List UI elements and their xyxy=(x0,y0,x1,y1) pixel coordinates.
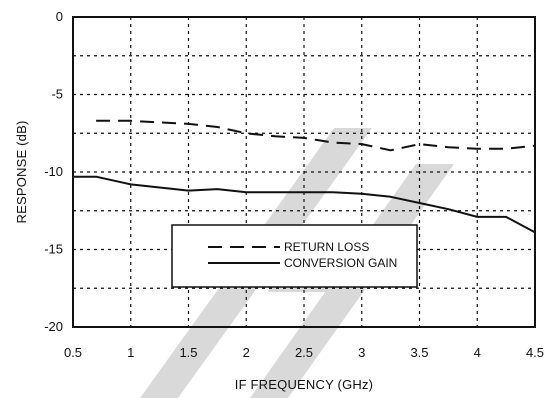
y-tick-label: -15 xyxy=(44,242,63,257)
x-tick-label: 1.5 xyxy=(179,345,197,360)
y-tick-label: -5 xyxy=(51,87,63,102)
x-tick-label: 2.5 xyxy=(295,345,313,360)
y-tick-labels: 0 -5 -10 -15 -20 xyxy=(44,9,63,334)
x-tick-label: 4.5 xyxy=(526,345,544,360)
legend-label-return-loss: RETURN LOSS xyxy=(284,240,369,254)
x-tick-label: 3.5 xyxy=(410,345,428,360)
y-tick-label: -20 xyxy=(44,319,63,334)
legend: RETURN LOSS CONVERSION GAIN xyxy=(171,224,418,288)
series-group xyxy=(73,119,536,234)
y-tick-label: 0 xyxy=(56,9,63,24)
plot-frame xyxy=(72,16,536,328)
legend-label-conversion-gain: CONVERSION GAIN xyxy=(284,256,397,270)
x-tick-label: 1 xyxy=(127,345,134,360)
x-tick-label: 2 xyxy=(243,345,250,360)
legend-box xyxy=(171,224,418,288)
y-axis-title: RESPONSE (dB) xyxy=(14,120,29,223)
x-tick-label: 3 xyxy=(358,345,365,360)
y-tick-label: -10 xyxy=(44,164,63,179)
series-line-0 xyxy=(96,119,536,152)
x-tick-label: 4 xyxy=(474,345,481,360)
x-tick-labels: 0.5 1 1.5 2 2.5 3 3.5 4 4.5 xyxy=(64,345,544,360)
series-line-1 xyxy=(73,175,536,234)
x-axis-title: IF FREQUENCY (GHz) xyxy=(235,377,373,392)
x-tick-label: 0.5 xyxy=(64,345,82,360)
